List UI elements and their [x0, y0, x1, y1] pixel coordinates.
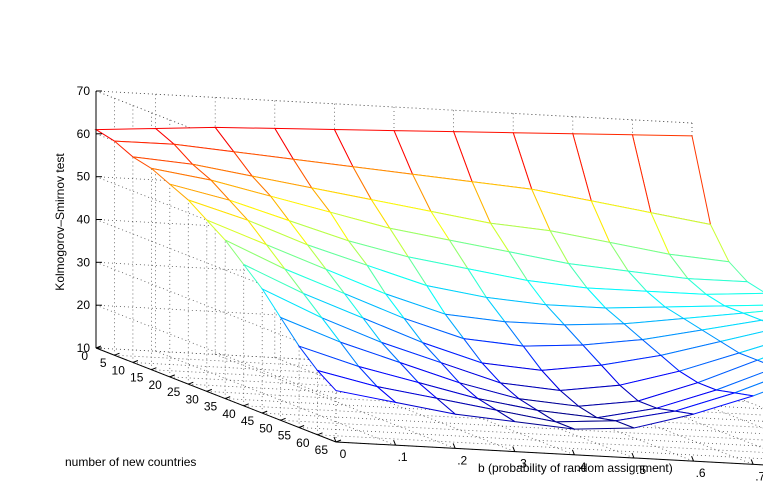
n-tick-label: 5 — [100, 356, 107, 370]
floor-b-grid — [572, 373, 763, 449]
z-tick-label: 10 — [77, 341, 91, 355]
z-tick-label: 20 — [77, 298, 91, 312]
b-tick — [512, 446, 516, 452]
n-tick — [335, 439, 342, 443]
n-tick — [206, 388, 212, 392]
b-tick-label: .3 — [517, 457, 527, 471]
floor-n-grid — [280, 419, 763, 447]
x-axis-title: b (probability of random assignment) — [478, 461, 673, 475]
floor-b-grid — [274, 357, 515, 452]
floor-b-grid — [632, 376, 763, 429]
n-tick — [188, 381, 194, 385]
z-axis-title: Kolmogorov–Smirnov test — [53, 153, 67, 291]
left-wall-z-grid — [95, 261, 337, 357]
b-tick-label: .1 — [398, 450, 408, 464]
n-tick — [225, 396, 231, 400]
n-tick-label: 20 — [148, 378, 162, 392]
floor-b-grid — [155, 350, 396, 446]
b-tick-label: .7 — [755, 469, 763, 483]
surface-mesh — [94, 126, 763, 430]
n-tick — [298, 425, 305, 428]
b-tick — [393, 440, 397, 446]
left-wall-z-grid — [95, 304, 337, 400]
n-tick-label: 65 — [315, 443, 329, 457]
b-tick — [631, 452, 635, 459]
z-tick-label: 30 — [77, 255, 91, 269]
axis-lines — [95, 90, 763, 466]
floor-b-grid — [215, 354, 456, 449]
surface-cell — [315, 369, 398, 404]
y-axis-title: number of new countries — [65, 455, 196, 469]
n-tick-label: 60 — [296, 436, 310, 450]
z-tick-label: 60 — [77, 127, 91, 141]
b-tick — [691, 456, 695, 462]
left-wall-z-grid — [95, 219, 337, 314]
b-tick-label: .5 — [636, 463, 646, 477]
z-tick-label: 50 — [77, 170, 91, 184]
b-tick — [452, 443, 456, 449]
n-tick — [169, 374, 175, 378]
n-tick-label: 50 — [259, 421, 273, 435]
b-tick — [333, 436, 337, 443]
n-tick — [114, 352, 120, 356]
n-tick-label: 45 — [241, 414, 255, 428]
tick-labels: 1020304050607005101520253035404550556065… — [77, 84, 763, 483]
z-tick-label: 70 — [77, 84, 91, 98]
n-tick — [95, 345, 102, 349]
b-tick-label: .2 — [457, 453, 467, 467]
n-tick-label: 55 — [278, 429, 292, 443]
n-tick — [280, 417, 286, 421]
b-tick — [750, 459, 754, 465]
n-tick-label: 40 — [222, 407, 236, 421]
n-tick-label: 0 — [81, 349, 88, 363]
n-tick — [262, 410, 268, 414]
n-axis-line — [95, 347, 337, 443]
n-tick-label: 35 — [204, 400, 218, 414]
n-tick — [151, 367, 157, 371]
n-tick-label: 30 — [185, 392, 199, 406]
z-tick-label: 40 — [77, 213, 91, 227]
n-tick-label: 15 — [130, 371, 144, 385]
n-tick — [317, 432, 323, 436]
b-tick-label: .6 — [696, 466, 706, 480]
n-tick — [132, 360, 139, 363]
n-tick — [243, 403, 249, 407]
b-tick-label: 0 — [340, 447, 347, 461]
b-tick — [571, 449, 575, 455]
n-tick-label: 10 — [112, 364, 126, 378]
b-tick-label: .4 — [576, 460, 586, 474]
n-tick-label: 25 — [167, 385, 181, 399]
